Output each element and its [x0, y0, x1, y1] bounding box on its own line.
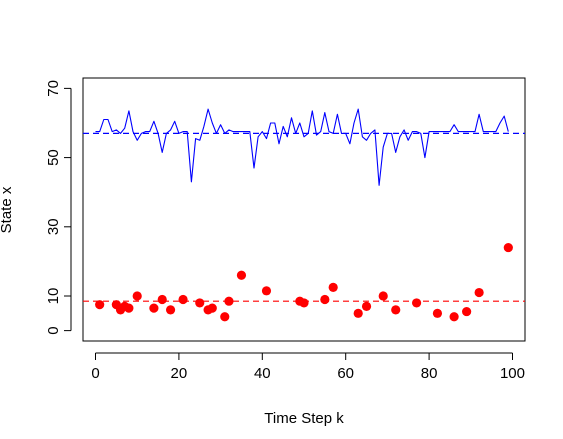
observation-point [320, 294, 330, 305]
x-tick-label: 0 [91, 365, 99, 382]
observation-point [132, 291, 142, 301]
y-tick-label: 10 [45, 288, 62, 305]
x-tick-label: 20 [171, 365, 188, 382]
observation-point [353, 308, 363, 318]
observation-point [474, 287, 484, 298]
y-tick-label: 70 [45, 80, 62, 97]
observation-point [391, 305, 401, 315]
y-axis: 0 10 30 50 70 [45, 80, 72, 335]
observation-point [449, 312, 459, 322]
y-axis-title: State x [0, 186, 15, 233]
observation-point [411, 298, 422, 308]
x-tick-label: 80 [421, 365, 438, 382]
observation-point [124, 303, 134, 313]
observation-point [503, 242, 513, 253]
state-trajectory-line [95, 108, 509, 186]
observation-point [462, 306, 472, 317]
observation-point [178, 294, 188, 305]
plot-frame [82, 77, 526, 342]
plot-area [83, 108, 525, 322]
x-tick-label: 60 [337, 365, 354, 382]
y-tick-label: 30 [45, 218, 62, 235]
observation-point [165, 305, 176, 315]
observation-point [299, 298, 309, 308]
y-tick-label: 0 [45, 326, 62, 334]
observation-point [236, 270, 247, 280]
x-axis: 0 20 40 60 80 100 [91, 352, 525, 382]
y-tick-label: 50 [45, 149, 62, 166]
observation-point [149, 303, 159, 313]
observation-point [95, 300, 105, 310]
x-tick-label: 100 [500, 365, 525, 382]
x-tick-label: 40 [254, 365, 271, 382]
observation-point [220, 312, 230, 322]
observation-point [378, 291, 388, 301]
observation-point [328, 282, 338, 292]
observation-point [207, 303, 217, 313]
observation-point [361, 301, 372, 311]
observation-point [195, 298, 205, 308]
observation-point [157, 294, 167, 305]
observation-point [261, 286, 272, 296]
x-axis-title: Time Step k [264, 410, 344, 427]
observation-point [432, 308, 443, 318]
